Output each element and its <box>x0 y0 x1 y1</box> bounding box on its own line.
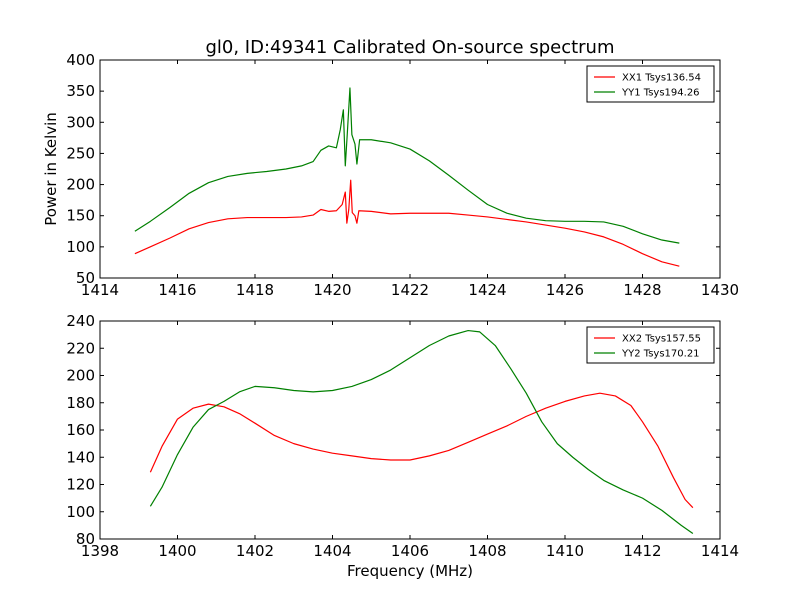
x-tick-label: 1412 <box>623 542 661 560</box>
x-tick-label: 1398 <box>81 542 119 560</box>
y-tick-label: 100 <box>66 503 95 521</box>
y-tick-label: 350 <box>66 82 95 100</box>
y-tick-label: 240 <box>66 312 95 330</box>
y-tick-label: 200 <box>66 367 95 385</box>
x-tick-label: 1422 <box>391 281 429 299</box>
series-line-yy1 <box>134 87 680 244</box>
x-tick-label: 1418 <box>236 281 274 299</box>
series-line-xx1 <box>134 179 680 267</box>
y-axis-label: Power in Kelvin <box>42 112 60 226</box>
y-tick-label: 100 <box>66 238 95 256</box>
x-tick-label: 1410 <box>546 542 584 560</box>
y-tick-label: 180 <box>66 394 95 412</box>
series-line-yy2 <box>149 329 694 535</box>
y-tick-label: 160 <box>66 421 95 439</box>
legend-entry-label: XX2 Tsys157.55 <box>622 334 701 345</box>
x-tick-label: 1404 <box>313 542 351 560</box>
series-line-xx2 <box>149 392 694 509</box>
x-tick-label: 1406 <box>391 542 429 560</box>
y-tick-label: 250 <box>66 144 95 162</box>
y-tick-label: 140 <box>66 448 95 466</box>
x-tick-label: 1402 <box>236 542 274 560</box>
bottom-plot: 1398 1400 1402 1404 1406 1408 1410 1412 1414 80 10… <box>66 312 739 580</box>
legend: XX2 Tsys157.55 YY2 Tsys170.21 <box>586 326 715 364</box>
x-tick-label: 1420 <box>313 281 351 299</box>
legend-box <box>586 326 715 364</box>
x-tick-label: 1428 <box>623 281 661 299</box>
y-tick-label: 150 <box>66 207 95 225</box>
y-tick-label: 50 <box>76 269 95 287</box>
x-tick-label: 1416 <box>158 281 196 299</box>
y-tick-label: 400 <box>66 51 95 69</box>
x-tick-label: 1430 <box>701 281 739 299</box>
y-tick-label: 220 <box>66 339 95 357</box>
y-tick-label: 200 <box>66 176 95 194</box>
x-tick-label: 1424 <box>468 281 506 299</box>
legend-entry-label: YY2 Tsys170.21 <box>621 349 700 360</box>
x-tick-label: 1414 <box>81 281 119 299</box>
chart-title: gl0, ID:49341 Calibrated On-source spect… <box>205 37 614 58</box>
top-plot: 1414 1416 1418 1420 1422 1424 1426 1428 1430 50 10… <box>42 37 739 299</box>
x-tick-label: 1408 <box>468 542 506 560</box>
legend-box <box>586 65 715 103</box>
y-tick-label: 120 <box>66 476 95 494</box>
x-tick-label: 1426 <box>546 281 584 299</box>
x-axis-label: Frequency (MHz) <box>347 562 473 580</box>
y-tick-label: 300 <box>66 113 95 131</box>
x-tick-label: 1414 <box>701 542 739 560</box>
legend-entry-label: XX1 Tsys136.54 <box>622 73 701 84</box>
legend: XX1 Tsys136.54 YY1 Tsys194.26 <box>586 65 715 103</box>
y-tick-label: 80 <box>76 530 95 548</box>
legend-entry-label: YY1 Tsys194.26 <box>621 88 700 99</box>
x-tick-label: 1400 <box>158 542 196 560</box>
